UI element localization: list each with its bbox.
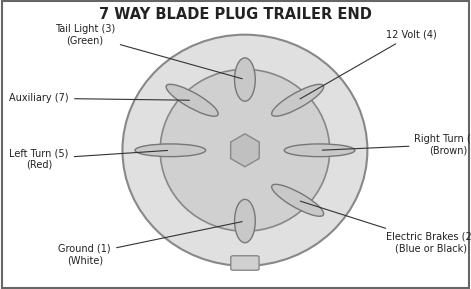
Text: Right Turn (6)
(Brown): Right Turn (6) (Brown) xyxy=(322,134,471,155)
Text: Ground (1)
(White): Ground (1) (White) xyxy=(58,222,242,265)
Ellipse shape xyxy=(284,144,355,157)
Ellipse shape xyxy=(166,84,218,116)
Text: Tail Light (3)
(Green): Tail Light (3) (Green) xyxy=(55,24,242,79)
Ellipse shape xyxy=(235,58,255,101)
FancyBboxPatch shape xyxy=(231,256,259,270)
Ellipse shape xyxy=(272,184,324,216)
Ellipse shape xyxy=(235,199,255,243)
Polygon shape xyxy=(231,134,259,167)
Ellipse shape xyxy=(160,69,330,231)
Text: Left Turn (5)
(Red): Left Turn (5) (Red) xyxy=(9,148,168,170)
Ellipse shape xyxy=(135,144,206,157)
Ellipse shape xyxy=(272,84,324,116)
Text: Auxiliary (7): Auxiliary (7) xyxy=(9,93,189,103)
Text: 7 WAY BLADE PLUG TRAILER END: 7 WAY BLADE PLUG TRAILER END xyxy=(99,7,372,22)
Text: 12 Volt (4): 12 Volt (4) xyxy=(300,30,437,99)
Text: Electric Brakes (2)
(Blue or Black): Electric Brakes (2) (Blue or Black) xyxy=(300,201,471,253)
Ellipse shape xyxy=(122,35,367,266)
